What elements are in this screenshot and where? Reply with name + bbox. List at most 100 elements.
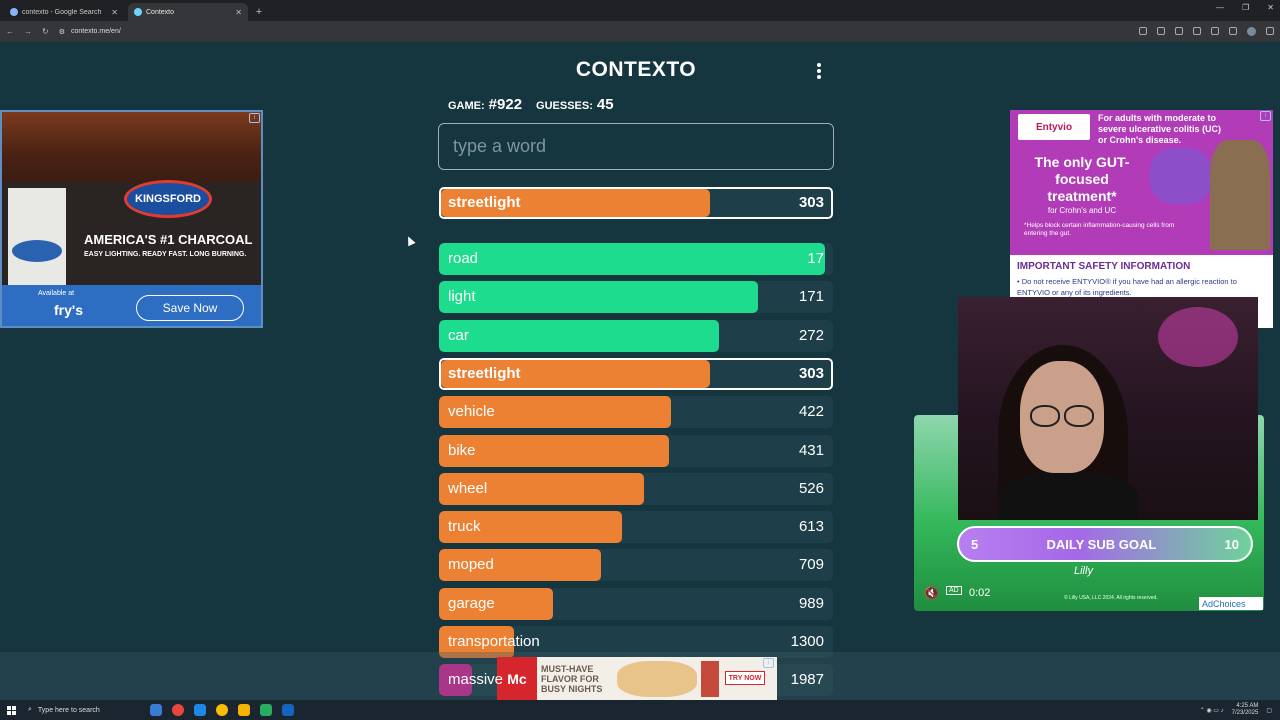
- guess-row: light 171: [439, 281, 833, 314]
- guesses-count: 45: [596, 96, 614, 113]
- ad-line-2: severe ulcerative colitis (UC): [1098, 124, 1222, 134]
- similarity-bar: [439, 243, 826, 275]
- ad-line-1: MUST-HAVE: [541, 664, 594, 674]
- ad-brand: Entyvio: [1018, 114, 1090, 140]
- reload-icon[interactable]: ↻: [42, 27, 49, 36]
- window-controls: — ❐ ✕: [1216, 3, 1274, 12]
- tray-icons[interactable]: ⌃ ◉ ▭ ♪: [1199, 707, 1224, 714]
- ad-image: [1210, 140, 1270, 250]
- maximize-icon[interactable]: ❐: [1242, 3, 1250, 12]
- kingsford-ad[interactable]: KINGSFORD AMERICA'S #1 CHARCOAL EASY LIG…: [0, 110, 263, 328]
- word-input[interactable]: [438, 123, 834, 170]
- ad-headline: AMERICA'S #1 CHARCOAL: [84, 232, 253, 247]
- kebab-menu-icon[interactable]: [1266, 27, 1274, 35]
- minimize-icon[interactable]: —: [1216, 3, 1225, 12]
- close-window-icon[interactable]: ✕: [1267, 3, 1274, 12]
- close-tab-icon[interactable]: ✕: [235, 7, 242, 17]
- guess-row: vehicle 422: [439, 396, 833, 429]
- back-arrow-icon[interactable]: ←: [6, 27, 14, 36]
- downloads-icon[interactable]: [1229, 27, 1237, 35]
- more-options-icon[interactable]: [812, 61, 826, 81]
- close-tab-icon[interactable]: ✕: [111, 7, 118, 17]
- ad-image: [1150, 148, 1212, 204]
- goal-current: 5: [971, 536, 979, 552]
- mail-icon[interactable]: [282, 704, 294, 716]
- cast-icon[interactable]: [1139, 27, 1147, 35]
- file-explorer-icon[interactable]: [238, 704, 250, 716]
- ad-headline: The only GUT-focused treatment*: [1034, 154, 1130, 204]
- edge-icon[interactable]: [194, 704, 206, 716]
- similarity-bar: [439, 319, 719, 352]
- guess-row: wheel 526: [439, 472, 833, 505]
- isi-title: IMPORTANT SAFETY INFORMATION: [1017, 261, 1191, 272]
- opera-icon[interactable]: [172, 704, 184, 716]
- ad-fine-print: *Helps block certain inflammation-causin…: [1024, 222, 1175, 237]
- url-text: contexto.me/en/: [70, 28, 121, 35]
- excel-icon[interactable]: [260, 704, 272, 716]
- guess-rank: 431: [798, 441, 824, 459]
- copyright-text: © Lilly USA, LLC 2024. All rights reserv…: [1064, 595, 1158, 601]
- sidepanel-icon[interactable]: [1211, 27, 1219, 35]
- ad-available: Available at: [38, 290, 75, 297]
- goal-target: 10: [1224, 536, 1239, 552]
- tab-title: Contexto: [146, 8, 175, 16]
- entyvio-ad[interactable]: Entyvio For adults with moderate to seve…: [1010, 110, 1273, 328]
- similarity-bar: [439, 281, 759, 314]
- guess-word: streetlight: [448, 194, 521, 211]
- notifications-icon[interactable]: ▢: [1266, 707, 1272, 714]
- ad-badge: AD: [946, 586, 962, 595]
- goal-label: DAILY SUB GOAL: [1046, 536, 1157, 552]
- forward-arrow-icon[interactable]: →: [24, 27, 32, 36]
- adchoices-icon[interactable]: i: [1260, 111, 1271, 121]
- guess-row: garage 989: [439, 587, 833, 620]
- guess-row: transportation 1300: [439, 626, 833, 658]
- similarity-bar: [439, 511, 623, 544]
- adchoices-icon[interactable]: i: [249, 113, 260, 123]
- ad-tagline: EASY LIGHTING. READY FAST. LONG BURNING.: [84, 251, 247, 258]
- last-guess-row: streetlight 303: [439, 187, 833, 219]
- mccormick-ad[interactable]: Mc MUST-HAVE FLAVOR FOR BUSY NIGHTS TRY …: [497, 657, 777, 701]
- guess-word: vehicle: [448, 403, 495, 421]
- tab-title: contexto - Google Search: [22, 8, 102, 16]
- windows-taskbar: ⌕ Type here to search ⌃ ◉ ▭ ♪ 4:25 AM 7/…: [0, 700, 1280, 720]
- ad-cta-button[interactable]: TRY NOW: [725, 671, 765, 685]
- guess-rank: 303: [798, 364, 824, 382]
- clock[interactable]: 4:25 AM 7/23/2025: [1232, 703, 1259, 717]
- ad-image: [701, 661, 719, 697]
- url-field[interactable]: ⚙ contexto.me/en/: [59, 28, 121, 36]
- profile-avatar-icon[interactable]: [1247, 27, 1256, 36]
- ad-cta-button[interactable]: Save Now: [136, 295, 244, 321]
- guess-rank: 709: [798, 556, 824, 574]
- similarity-bar: [439, 472, 644, 505]
- new-tab-button[interactable]: +: [255, 6, 263, 18]
- taskbar-search[interactable]: ⌕ Type here to search: [22, 700, 122, 720]
- guess-rank: 526: [798, 479, 824, 497]
- guess-word: bike: [448, 441, 476, 459]
- ad-brand: KINGSFORD: [124, 180, 212, 218]
- similarity-bar: [441, 189, 711, 217]
- site-info-icon[interactable]: ⚙: [58, 28, 65, 36]
- tab-google-search[interactable]: contexto - Google Search ✕: [4, 3, 124, 21]
- adchoices-icon[interactable]: i: [763, 658, 774, 668]
- mute-icon[interactable]: 🔇: [924, 586, 939, 600]
- ad-brand: Mc: [497, 657, 537, 701]
- guesses-label: GUESSES:: [536, 100, 593, 112]
- guess-row: truck 613: [439, 511, 833, 544]
- system-tray: ⌃ ◉ ▭ ♪ 4:25 AM 7/23/2025 ▢: [1200, 703, 1280, 717]
- extensions-icon[interactable]: [1193, 27, 1201, 35]
- chrome-icon[interactable]: [216, 704, 228, 716]
- zoom-icon[interactable]: [1157, 27, 1165, 35]
- guess-word: massive: [448, 671, 504, 689]
- game-info: GAME: #922 GUESSES: 45: [448, 96, 614, 113]
- guess-word: light: [448, 288, 476, 306]
- search-icon: ⌕: [28, 706, 32, 713]
- clock-time: 4:25 AM: [1236, 703, 1259, 709]
- adchoices-link[interactable]: AdChoices: [1199, 597, 1263, 610]
- tab-contexto[interactable]: Contexto ✕: [128, 3, 248, 21]
- bookmark-star-icon[interactable]: [1175, 27, 1183, 35]
- start-button[interactable]: [0, 700, 22, 720]
- ad-image: [2, 112, 261, 182]
- guess-word: streetlight: [448, 364, 521, 382]
- guess-row: moped 709: [439, 549, 833, 582]
- app-icon[interactable]: [150, 704, 162, 716]
